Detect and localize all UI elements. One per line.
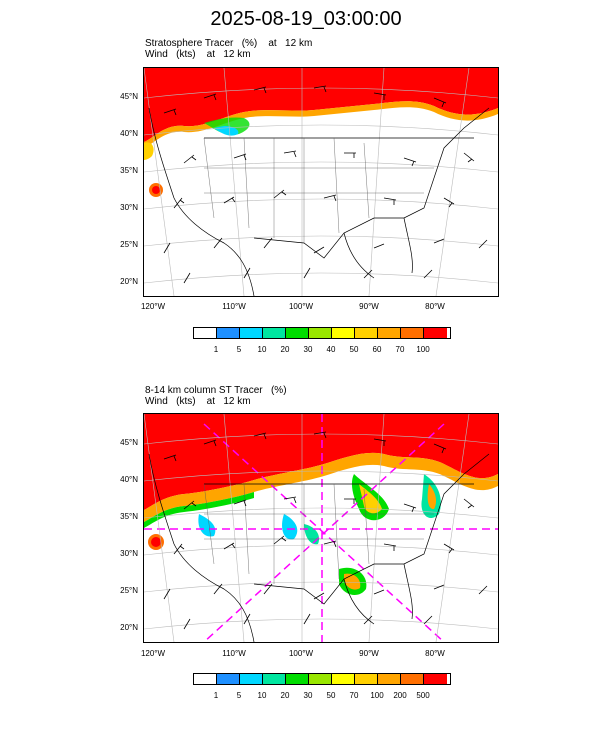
colorbar-tick-label: 30 xyxy=(303,691,313,700)
panel2-lat-label: 25°N xyxy=(120,586,138,595)
coastlines xyxy=(148,107,490,296)
colorbar-tick-label: 5 xyxy=(236,345,242,354)
panel2-lat-label: 30°N xyxy=(120,549,138,558)
panel2-lat-label: 40°N xyxy=(120,475,138,484)
panel1-lat-label: 45°N xyxy=(120,92,138,101)
tracer-high-region xyxy=(144,414,498,510)
colorbar-tick-label: 70 xyxy=(349,691,359,700)
colorbar-tick-label: 1 xyxy=(213,345,219,354)
graticule xyxy=(144,68,498,296)
tracer-high-region xyxy=(144,68,498,142)
panel1-lat-label: 20°N xyxy=(120,277,138,286)
colorbar-tick-label: 10 xyxy=(257,345,267,354)
panel1-map xyxy=(143,67,499,297)
cross-section-lines xyxy=(144,414,498,642)
colorbar-swatch xyxy=(332,328,355,338)
coastlines xyxy=(148,453,490,642)
colorbar-tick-label: 500 xyxy=(416,691,430,700)
panel1-map-svg xyxy=(144,68,498,296)
figure-title: 2025-08-19_03:00:00 xyxy=(210,8,402,30)
panel2-colorbar xyxy=(193,673,451,685)
colorbar-swatch xyxy=(332,674,355,684)
colorbar-tick-label: 20 xyxy=(280,345,290,354)
graticule xyxy=(144,414,498,642)
colorbar-swatch xyxy=(355,328,378,338)
colorbar-tick-label: 100 xyxy=(370,691,384,700)
colorbar-swatch xyxy=(286,674,309,684)
colorbar-tick-label: 100 xyxy=(416,345,430,354)
panel2-lat-label: 35°N xyxy=(120,512,138,521)
panel1-lat-label: 40°N xyxy=(120,129,138,138)
colorbar-tick-label: 50 xyxy=(349,345,359,354)
panel2-lon-label: 120°W xyxy=(140,649,166,658)
colorbar-swatch xyxy=(240,328,263,338)
colorbar-tick-label: 50 xyxy=(326,691,336,700)
panel1-colorbar xyxy=(193,327,451,339)
colorbar-swatch xyxy=(286,328,309,338)
panel2-lon-label: 110°W xyxy=(222,649,246,658)
wind-barbs xyxy=(163,85,488,284)
panel1-lat-label: 35°N xyxy=(120,166,138,175)
colorbar-swatch xyxy=(263,674,286,684)
colorbar-tick-label: 10 xyxy=(257,691,267,700)
panel2-subtitle: Wind (kts) at 12 km xyxy=(145,396,251,407)
colorbar-tick-label: 1 xyxy=(213,691,219,700)
panel1-lon-label: 100°W xyxy=(288,302,314,311)
panel2-lon-label: 90°W xyxy=(359,649,379,658)
tracer-yellow-patch xyxy=(144,142,154,160)
colorbar-swatch xyxy=(378,674,401,684)
colorbar-swatch xyxy=(309,674,332,684)
panel2-lat-label: 45°N xyxy=(120,438,138,447)
colorbar-swatch xyxy=(217,328,240,338)
panel1-title: Stratosphere Tracer (%) at 12 km xyxy=(145,38,313,49)
colorbar-tick-label: 5 xyxy=(236,691,242,700)
colorbar-swatch xyxy=(309,328,332,338)
colorbar-tick-label: 70 xyxy=(395,345,405,354)
panel1-lat-label: 30°N xyxy=(120,203,138,212)
colorbar-swatch xyxy=(217,674,240,684)
tracer-edge-band xyxy=(144,452,498,522)
colorbar-swatch xyxy=(240,674,263,684)
colorbar-swatch xyxy=(194,674,217,684)
colorbar-tick-label: 40 xyxy=(326,345,336,354)
colorbar-tick-label: 30 xyxy=(303,345,313,354)
panel1-lat-label: 25°N xyxy=(120,240,138,249)
panel1-lon-label: 110°W xyxy=(222,302,246,311)
colorbar-swatch xyxy=(194,328,217,338)
colorbar-swatch xyxy=(424,674,447,684)
colorbar-swatch xyxy=(401,328,424,338)
wind-barbs xyxy=(163,431,488,630)
colorbar-swatch xyxy=(263,328,286,338)
colorbar-tick-label: 200 xyxy=(393,691,407,700)
panel2-lon-label: 80°W xyxy=(425,649,445,658)
panel2-map xyxy=(143,413,499,643)
panel1-lon-label: 120°W xyxy=(140,302,166,311)
state-borders xyxy=(203,483,434,589)
state-borders xyxy=(203,137,434,243)
colorbar-swatch xyxy=(401,674,424,684)
colorbar-tick-label: 20 xyxy=(280,691,290,700)
panel1-lon-label: 80°W xyxy=(425,302,445,311)
colorbar-tick-label: 60 xyxy=(372,345,382,354)
panel2-lat-label: 20°N xyxy=(120,623,138,632)
colorbar-swatch xyxy=(355,674,378,684)
colorbar-swatch xyxy=(424,328,447,338)
panel1-lon-label: 90°W xyxy=(359,302,379,311)
colorbar-swatch xyxy=(378,328,401,338)
panel1-subtitle: Wind (kts) at 12 km xyxy=(145,49,251,60)
panel2-map-svg xyxy=(144,414,498,642)
panel2-lon-label: 100°W xyxy=(288,649,314,658)
panel2-title: 8-14 km column ST Tracer (%) xyxy=(145,385,287,396)
